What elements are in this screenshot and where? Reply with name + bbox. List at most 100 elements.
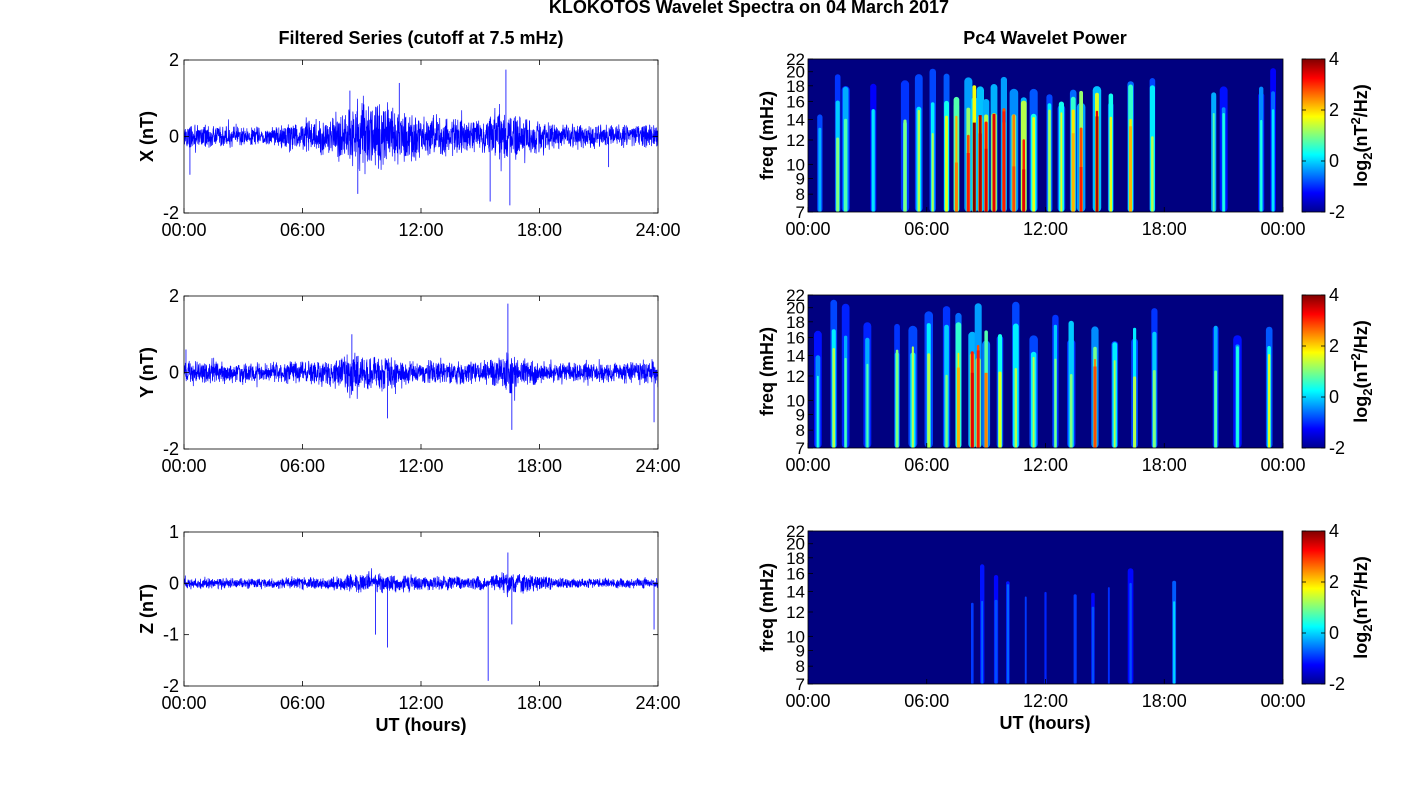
heatmap-stripe xyxy=(931,133,934,212)
x-tick-label: 06:00 xyxy=(904,219,949,239)
colorbar-tick-label: -2 xyxy=(1329,674,1345,694)
colorbar-tick-label: -2 xyxy=(1329,202,1345,222)
series-panel-z: 00:00 06:00 12:00 18:00 24:00 1 0 -1 -2 Z (nT) xyxy=(137,522,681,713)
heatmap-background xyxy=(808,59,1283,212)
heatmap-stripe xyxy=(1048,109,1051,212)
heatmap-stripe xyxy=(994,599,998,684)
y-tick-label: 18 xyxy=(786,549,805,568)
y-tick-label: 18 xyxy=(786,313,805,332)
series-trace xyxy=(184,568,658,598)
heatmap-stripe xyxy=(981,600,984,684)
heatmap-stripe xyxy=(1060,112,1063,212)
y-tick-label: 1 xyxy=(169,522,179,542)
y-tick-label: 12 xyxy=(786,603,805,622)
colorbar-tick-label: 4 xyxy=(1329,49,1339,69)
series-trace xyxy=(184,352,658,401)
x-tick-label: 12:00 xyxy=(1023,455,1068,475)
heatmap-stripe-core xyxy=(1093,366,1097,448)
heatmap-stripe xyxy=(866,363,869,448)
series-panel-y: 00:00 06:00 12:00 18:00 24:00 2 0 -2 Y (nT) xyxy=(137,286,681,476)
y-axis-label: Y (nT) xyxy=(137,347,157,398)
heatmap-stripe xyxy=(1151,136,1154,212)
heatmap-cells xyxy=(814,299,1273,448)
y-tick-label: 8 xyxy=(796,421,805,440)
heatmap-stripe xyxy=(832,348,835,448)
plot-area xyxy=(184,532,658,686)
y-tick-label: -2 xyxy=(163,203,179,223)
y-tick-label: 7 xyxy=(796,439,805,458)
heatmap-stripe xyxy=(1152,370,1156,448)
heatmap-stripe-core xyxy=(1079,167,1083,212)
heatmap-stripe xyxy=(1236,346,1239,448)
colorbar-tick-label: 0 xyxy=(1329,623,1339,643)
y-axis-label: freq (mHz) xyxy=(757,327,777,416)
y-tick-label: -1 xyxy=(163,625,179,645)
heatmap-stripe xyxy=(998,371,1002,448)
y-tick-label: 9 xyxy=(796,641,805,660)
x-tick-label: 06:00 xyxy=(280,693,325,713)
y-tick-label: 8 xyxy=(796,185,805,204)
heatmap-stripe xyxy=(818,127,822,212)
heatmap-stripe xyxy=(927,353,931,448)
x-tick-label: 00:00 xyxy=(1260,219,1305,239)
heatmap-stripe xyxy=(945,374,948,448)
heatmap-stripe xyxy=(1268,354,1271,448)
heatmap-stripe-core xyxy=(1022,169,1026,212)
heatmap-stripe-core xyxy=(966,153,970,212)
heatmap-stripe xyxy=(836,137,840,212)
y-tick-label: 0 xyxy=(169,573,179,593)
heatmap-stripe-core xyxy=(976,350,980,448)
heatmap-stripe-core xyxy=(956,367,960,448)
x-tick-label: 12:00 xyxy=(1023,691,1068,711)
y-tick-label: 20 xyxy=(786,299,805,318)
x-tick-label: 12:00 xyxy=(398,220,443,240)
heatmap-stripe-core xyxy=(954,162,958,212)
heatmap-stripe xyxy=(1032,117,1035,212)
heatmap-stripe xyxy=(971,602,974,684)
heatmap-stripe xyxy=(1006,584,1010,684)
colorbar-tick-label: 2 xyxy=(1329,572,1339,592)
y-tick-label: 22 xyxy=(786,522,805,541)
heatmap-stripe xyxy=(911,346,914,448)
colorbar-label: log2(nT2/Hz) xyxy=(1348,320,1375,422)
heatmap-stripe xyxy=(1091,606,1095,684)
colorbar-tick-label: -2 xyxy=(1329,438,1345,458)
colorbar-tick-label: 0 xyxy=(1329,151,1339,171)
colorbar xyxy=(1301,58,1326,213)
heatmap-stripe xyxy=(903,119,907,212)
y-tick-label: 16 xyxy=(786,565,805,584)
heatmap-stripe-core xyxy=(1129,126,1133,212)
y-axis-label: freq (mHz) xyxy=(757,91,777,180)
heatmap-stripe-core xyxy=(1095,116,1099,212)
x-tick-label: 18:00 xyxy=(1142,455,1187,475)
heatmap-cells xyxy=(817,68,1276,212)
heatmap-stripe xyxy=(1069,374,1073,448)
heatmap-stripe-core xyxy=(1002,111,1006,212)
left-column-title: Filtered Series (cutoff at 7.5 mHz) xyxy=(278,28,563,48)
y-tick-label: 10 xyxy=(786,627,805,646)
y-tick-label: 8 xyxy=(796,657,805,676)
y-tick-label: 10 xyxy=(786,391,805,410)
heatmap-stripe-core xyxy=(970,372,974,448)
x-tick-label: 24:00 xyxy=(635,456,680,476)
y-tick-label: 0 xyxy=(169,363,179,383)
x-tick-label: 00:00 xyxy=(161,220,206,240)
figure-title: KLOKOTOS Wavelet Spectra on 04 March 201… xyxy=(549,0,949,17)
x-tick-label: 00:00 xyxy=(161,456,206,476)
y-tick-label: 14 xyxy=(786,582,805,601)
wavelet-panel-x: 00:00 06:00 12:00 18:00 00:00222018161412109… xyxy=(757,49,1375,239)
x-tick-label: 18:00 xyxy=(517,456,562,476)
y-tick-label: -2 xyxy=(163,439,179,459)
y-tick-label: 2 xyxy=(169,286,179,306)
colorbar-label: log2(nT2/Hz) xyxy=(1348,84,1375,186)
heatmap-stripe xyxy=(871,109,875,212)
heatmap-stripe xyxy=(1173,601,1176,684)
y-axis-label: freq (mHz) xyxy=(757,563,777,652)
heatmap-stripe xyxy=(1107,587,1110,684)
y-axis-label: X (nT) xyxy=(137,111,157,162)
y-tick-label: 14 xyxy=(786,346,805,365)
x-tick-label: 24:00 xyxy=(635,693,680,713)
y-tick-label: 22 xyxy=(786,286,805,305)
heatmap-stripe xyxy=(917,109,920,212)
